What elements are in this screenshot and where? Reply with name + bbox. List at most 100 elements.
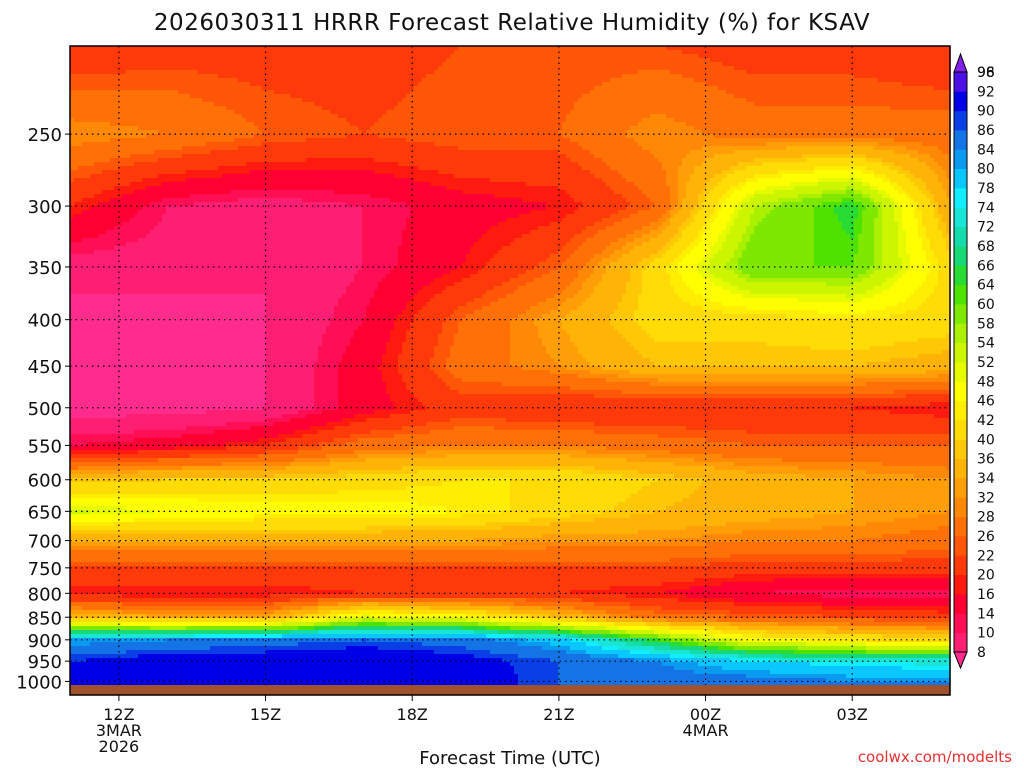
rh-cell [70,610,75,615]
rh-cell [382,614,387,619]
rh-cell [470,602,475,607]
rh-cell [514,238,519,279]
rh-cell [346,46,351,123]
rh-cell [162,294,167,415]
rh-cell [246,614,251,619]
rh-cell [250,462,255,467]
rh-cell [294,514,299,519]
rh-cell [182,534,187,543]
rh-cell [378,514,383,519]
rh-cell [74,510,79,515]
rh-cell [314,434,319,447]
rh-cell [390,454,395,459]
rh-cell [374,46,379,123]
rh-cell [478,310,483,383]
rh-cell [274,530,279,535]
rh-cell [118,498,123,507]
rh-cell [382,566,387,599]
rh-cell [298,514,303,519]
rh-cell [186,294,191,415]
rh-cell [154,470,159,479]
rh-cell [334,614,339,619]
rh-cell [146,562,151,567]
rh-cell [434,530,439,543]
rh-cell [386,526,391,531]
rh-cell [146,586,151,599]
rh-cell [138,210,143,239]
rh-cell [318,594,323,599]
rh-cell [374,430,379,439]
rh-cell [498,250,503,287]
rh-cell [322,550,327,563]
rh-cell [190,170,195,179]
rh-cell [294,450,299,455]
rh-cell [354,534,359,543]
rh-cell [250,598,255,603]
rh-cell [238,82,243,115]
rh-cell [494,454,499,467]
rh-cell [150,642,155,651]
rh-cell [422,618,427,623]
rh-cell [118,546,123,551]
rh-cell [454,178,459,191]
rh-cell [98,642,103,655]
rh-cell [398,178,403,203]
rh-cell [474,602,479,607]
rh-cell [430,546,435,551]
rh-cell [370,622,375,627]
rh-cell [134,470,139,475]
rh-cell [330,634,335,639]
rh-cell [454,466,459,471]
rh-cell [294,646,299,651]
rh-cell [214,178,219,195]
rh-cell [326,622,331,627]
rh-cell [398,490,403,503]
rh-cell [434,606,439,611]
rh-cell [190,650,195,655]
rh-cell [202,562,207,567]
rh-cell [266,634,271,639]
rh-cell [86,566,91,587]
rh-cell [94,238,99,251]
rh-cell [422,170,427,183]
rh-cell [394,450,399,455]
rh-cell [270,454,275,463]
rh-cell [402,622,407,627]
rh-cell [158,546,163,551]
rh-cell [170,546,175,551]
rh-cell [446,618,451,623]
rh-cell [222,478,227,495]
rh-cell [174,566,179,587]
rh-cell [226,442,231,447]
rh-cell [126,166,131,187]
rh-cell [218,638,223,647]
rh-cell [434,170,439,187]
rh-cell [118,626,123,631]
rh-cell [198,170,203,179]
rh-cell [234,466,239,471]
rh-cell [90,654,95,659]
rh-cell [306,410,311,415]
rh-cell [82,482,87,495]
rh-cell [338,598,343,603]
rh-cell [490,634,495,639]
rh-cell [382,606,387,611]
rh-cell [450,634,455,639]
rh-cell [378,526,383,535]
rh-cell [510,218,515,243]
rh-cell [78,458,83,463]
rh-cell [78,454,83,459]
rh-cell [214,562,219,567]
rh-cell [158,606,163,611]
rh-cell [194,426,199,435]
rh-cell [470,618,475,623]
rh-cell [70,630,75,635]
rh-cell [226,602,231,607]
rh-cell [102,566,107,587]
rh-cell [498,394,503,419]
rh-cell [198,626,203,631]
rh-cell [202,446,207,451]
rh-cell [426,142,431,171]
rh-cell [430,638,435,647]
rh-cell [122,418,127,435]
